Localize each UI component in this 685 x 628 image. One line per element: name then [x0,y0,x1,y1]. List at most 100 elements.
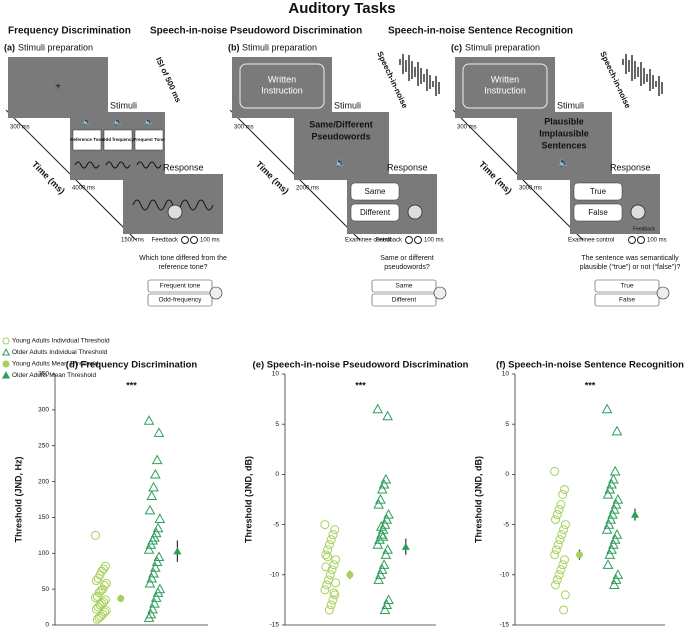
older-point [602,488,614,499]
response-label: Response [387,162,428,172]
older-point [146,490,158,501]
stimuli-duration: 3000 ms [519,186,542,192]
response-option [350,203,400,222]
older-point [148,481,159,492]
time-label: Time (ms) [254,159,291,196]
stimuli-box [517,112,612,180]
young-point [552,575,562,585]
side-note: Speech-in-noise [375,50,410,110]
older-point [151,556,163,566]
y-tick-label: 0 [275,471,279,478]
significance: *** [126,380,137,390]
young-point [554,570,564,580]
young-point [92,614,102,624]
older-point [143,544,155,554]
y-tick-label: -5 [503,521,509,528]
legend-label: Older Adults Mean Threshold [12,372,96,379]
older-point [608,579,620,589]
option-text: Different [392,297,417,304]
older-point [151,454,163,465]
older-point [382,410,393,421]
feedback-duration: 100 ms [200,238,220,244]
tone-wave [74,161,100,169]
older-mean [401,542,410,550]
stimuli-text: Plausible [544,116,584,126]
prep-box [8,57,108,118]
y-tick-label: 10 [502,371,510,378]
tone-box [103,129,133,151]
young-point [94,613,104,623]
y-tick-label: 100 [38,550,49,557]
young-point [91,576,101,586]
y-axis-label: Threshold (JND, dB) [243,456,253,543]
speaker-icon: 🔈 [335,157,346,168]
older-point [376,483,388,494]
prep-duration: 300 ms [10,125,30,131]
young-point [553,540,563,550]
y-tick-label: 10 [272,371,280,378]
feedback-icon [181,236,189,244]
older-point [149,597,160,608]
older-point [379,604,391,615]
young-point [560,590,570,600]
hand-icon [167,204,183,220]
older-point [602,559,614,569]
young-point [559,525,569,535]
panel-header: Frequency Discrimination [8,26,131,37]
young-point [560,555,569,565]
young-point [326,535,336,545]
response-label: Response [163,162,204,172]
hand-icon [209,286,223,300]
hand-icon [630,204,646,220]
older-point [601,524,613,534]
stimuli-label: Stimuli [110,100,137,110]
young-point [555,535,565,545]
older-point [601,403,613,414]
young-point [331,555,341,565]
side-note: Speech-in-noise [598,50,633,110]
young-point [557,530,567,540]
young-point [321,562,331,572]
young-point [550,550,560,560]
young-point [558,560,568,570]
older-point [377,531,389,541]
option-text: Same [396,283,413,290]
response-text: Different [360,208,391,217]
young-point [330,525,340,535]
speaker-icon: 🔈 [113,117,123,126]
older-point [150,562,161,572]
tone-wave [136,161,162,169]
young-point [91,604,101,614]
feedback-duration: 100 ms [647,238,667,244]
young-point [92,591,102,601]
older-point [376,521,387,531]
instruction-frame [239,63,325,109]
young-point [323,552,333,562]
question-option [147,279,213,293]
legend-label: Young Adults Mean Threshold [12,361,99,368]
speaker-icon: 🔈 [82,117,92,126]
feedback-icon [190,236,198,244]
young-point [550,466,560,476]
stimuli-label: Stimuli [334,100,361,110]
young-point [91,593,100,603]
panel-letter: (a) [4,42,15,52]
question-option [594,293,660,307]
hand-icon [656,286,670,300]
legend-marker [2,360,10,368]
question-text: Which tone differed from the [139,255,227,262]
stimuli-text: Pseudowords [311,131,370,141]
time-label: Time (ms) [30,159,67,196]
young-mean [576,551,583,559]
young-point [554,505,564,515]
feedback-icon [405,236,413,244]
y-tick-label: 150 [38,514,49,521]
instruction-text: Written [491,74,519,84]
older-point [144,504,156,515]
older-point [153,427,165,437]
instruction-frame [462,63,548,109]
question-text: Same or different [380,255,434,262]
y-tick-label: 350 [38,371,49,378]
response-option [573,182,623,201]
instruction-text: Instruction [484,85,526,95]
